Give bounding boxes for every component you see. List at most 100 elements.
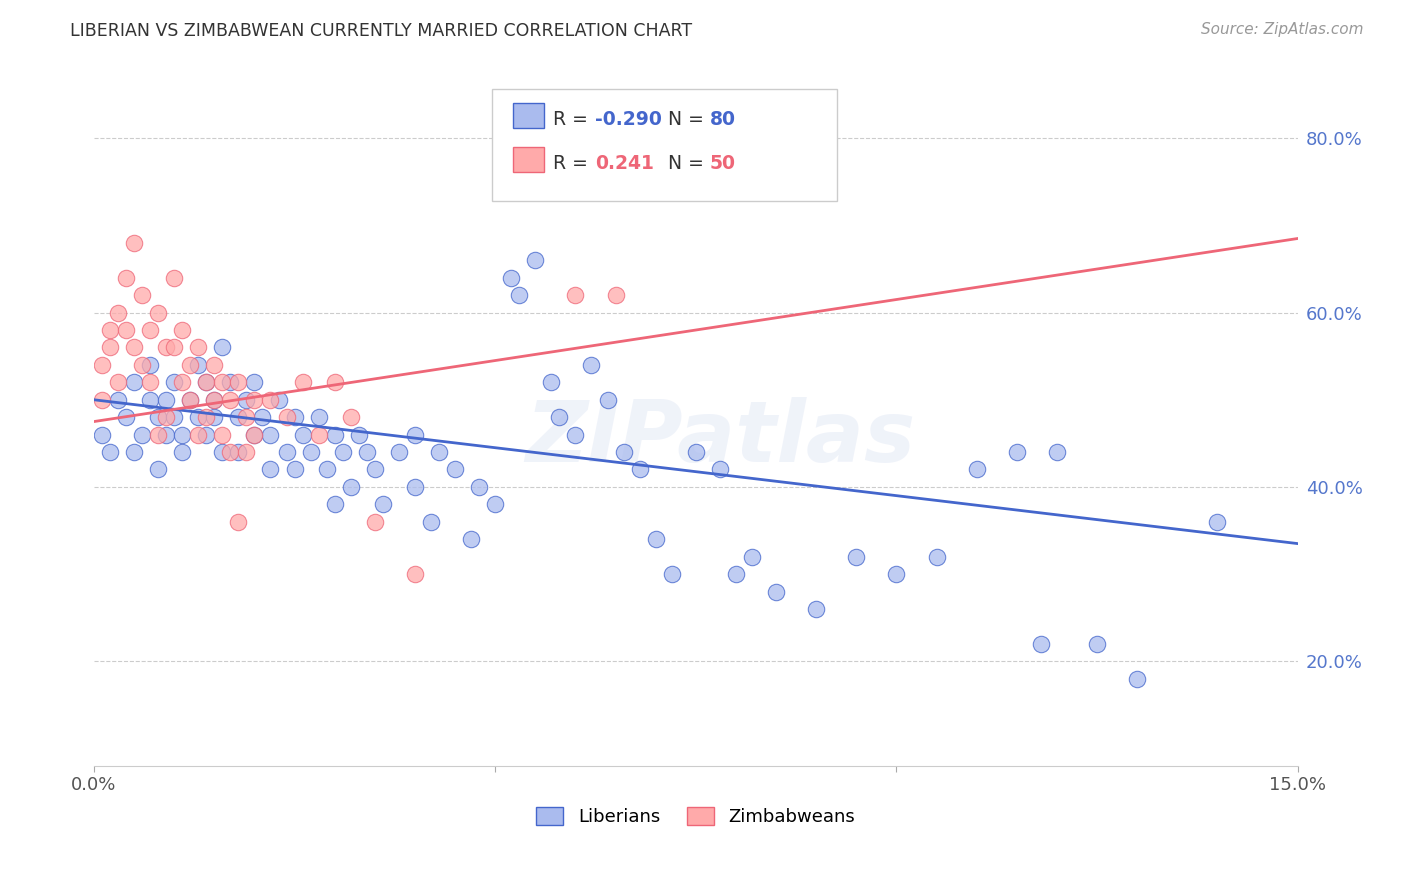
Point (122, 235, 145, 250)
Text: ZIPatlas: ZIPatlas (524, 397, 915, 480)
Text: N =: N = (668, 110, 710, 128)
Point (139, 392, 162, 407)
Point (404, 567, 426, 582)
Text: R =: R = (553, 154, 599, 173)
Point (420, 515, 443, 529)
Point (211, 427, 233, 442)
Point (131, 288, 153, 302)
Point (98, 341, 121, 355)
Point (91, 427, 114, 442)
Point (155, 410, 177, 425)
Point (371, 497, 394, 511)
Point (172, 323, 194, 337)
Point (259, 392, 281, 407)
Point (243, 376, 266, 390)
Point (925, 549, 948, 564)
Point (259, 462, 281, 476)
Point (564, 288, 586, 302)
Point (163, 376, 186, 390)
Point (115, 323, 138, 337)
Point (339, 480, 361, 494)
Point (404, 480, 426, 494)
Point (685, 445, 707, 459)
Point (235, 445, 257, 459)
Point (308, 427, 330, 442)
Point (1206, 515, 1229, 529)
Point (804, 602, 827, 616)
Point (661, 567, 683, 582)
Point (243, 427, 266, 442)
Point (1126, 672, 1149, 686)
Point (765, 584, 787, 599)
Point (195, 376, 218, 390)
Point (172, 445, 194, 459)
Point (886, 567, 908, 582)
Point (252, 410, 274, 425)
Point (211, 376, 233, 390)
Point (195, 410, 218, 425)
Text: 0.241: 0.241 (595, 154, 654, 173)
Point (107, 376, 129, 390)
Point (291, 376, 314, 390)
Point (315, 462, 337, 476)
Point (364, 462, 387, 476)
Point (243, 392, 266, 407)
Point (139, 358, 162, 372)
Point (219, 392, 242, 407)
Point (508, 288, 530, 302)
Point (501, 270, 523, 285)
Point (228, 376, 250, 390)
Point (299, 445, 322, 459)
Point (202, 410, 225, 425)
Point (179, 392, 201, 407)
Point (131, 427, 153, 442)
Point (98, 445, 121, 459)
Legend: Liberians, Zimbabweans: Liberians, Zimbabweans (529, 800, 863, 833)
Point (605, 288, 627, 302)
Text: Source: ZipAtlas.com: Source: ZipAtlas.com (1201, 22, 1364, 37)
Text: N =: N = (668, 154, 710, 173)
Point (155, 341, 177, 355)
Point (548, 410, 571, 425)
Point (966, 462, 988, 476)
Point (228, 515, 250, 529)
Point (122, 376, 145, 390)
Point (179, 358, 201, 372)
Point (146, 462, 169, 476)
Text: 80: 80 (710, 110, 735, 128)
Point (202, 392, 225, 407)
Point (195, 376, 218, 390)
Point (91, 358, 114, 372)
Point (163, 410, 186, 425)
Point (259, 427, 281, 442)
Point (187, 341, 209, 355)
Point (724, 567, 747, 582)
Point (202, 392, 225, 407)
Point (1046, 445, 1069, 459)
Point (845, 549, 868, 564)
Point (709, 462, 731, 476)
Point (283, 410, 305, 425)
Point (187, 427, 209, 442)
Point (323, 376, 346, 390)
Point (484, 497, 506, 511)
Point (460, 533, 482, 547)
Point (468, 480, 491, 494)
Point (427, 445, 450, 459)
Point (122, 445, 145, 459)
Point (91, 392, 114, 407)
Point (332, 445, 354, 459)
Point (235, 392, 257, 407)
Text: LIBERIAN VS ZIMBABWEAN CURRENTLY MARRIED CORRELATION CHART: LIBERIAN VS ZIMBABWEAN CURRENTLY MARRIED… (70, 22, 692, 40)
Text: 50: 50 (710, 154, 735, 173)
Point (356, 445, 378, 459)
Point (267, 392, 290, 407)
Point (107, 305, 129, 319)
Point (211, 341, 233, 355)
Text: -0.290: -0.290 (595, 110, 662, 128)
Point (323, 497, 346, 511)
Point (122, 341, 145, 355)
Point (741, 549, 763, 564)
Point (339, 410, 361, 425)
Point (98, 323, 121, 337)
